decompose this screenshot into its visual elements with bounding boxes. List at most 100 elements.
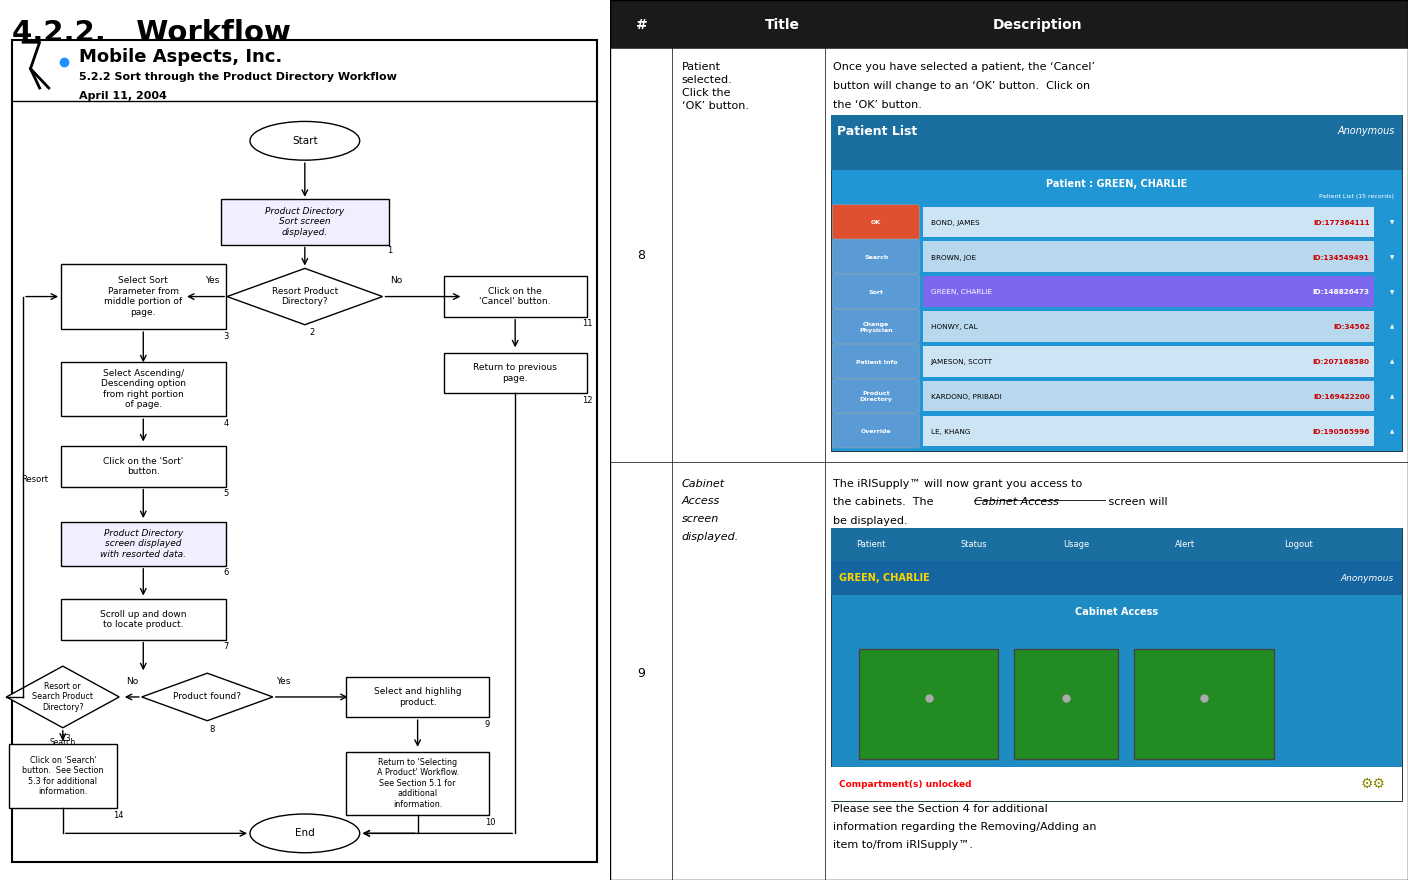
Text: 10: 10: [484, 818, 496, 827]
FancyBboxPatch shape: [831, 767, 1401, 801]
FancyBboxPatch shape: [346, 677, 489, 717]
Text: 13: 13: [59, 734, 70, 743]
Text: Please see the Section 4 for additional: Please see the Section 4 for additional: [834, 804, 1048, 814]
Text: JAMESON, SCOTT: JAMESON, SCOTT: [931, 359, 993, 365]
Text: Product found?: Product found?: [173, 693, 241, 701]
FancyBboxPatch shape: [444, 276, 587, 317]
Text: 5: 5: [224, 489, 230, 498]
Text: screen will: screen will: [1105, 497, 1169, 507]
Polygon shape: [142, 673, 273, 721]
Text: ID:190565996: ID:190565996: [1312, 429, 1370, 435]
Text: Select Ascending/
Descending option
from right portion
of page.: Select Ascending/ Descending option from…: [101, 369, 186, 409]
FancyBboxPatch shape: [13, 40, 597, 862]
Text: information regarding the Removing/Adding an: information regarding the Removing/Addin…: [834, 822, 1097, 832]
Text: No: No: [127, 678, 138, 686]
Text: The iRISupply™ will now grant you access to: The iRISupply™ will now grant you access…: [834, 479, 1083, 488]
Text: 9: 9: [484, 720, 490, 729]
Text: Search: Search: [49, 738, 76, 747]
Text: ID:148826473: ID:148826473: [1312, 290, 1370, 296]
Text: ▲: ▲: [1390, 360, 1394, 364]
FancyBboxPatch shape: [922, 415, 1374, 446]
Text: Search: Search: [865, 255, 888, 260]
Text: Compartment(s) unlocked: Compartment(s) unlocked: [839, 780, 972, 788]
Text: 7: 7: [224, 642, 230, 651]
Text: Access: Access: [681, 496, 719, 506]
FancyBboxPatch shape: [831, 115, 1401, 451]
Text: Change
Physician: Change Physician: [859, 322, 893, 333]
Text: Return to 'Selecting
A Product' Workflow.
See Section 5.1 for
additional
informa: Return to 'Selecting A Product' Workflow…: [376, 758, 459, 809]
Text: Status: Status: [960, 540, 987, 549]
Text: Select Sort
Parameter from
middle portion of
page.: Select Sort Parameter from middle portio…: [104, 276, 182, 317]
Text: ID:169422200: ID:169422200: [1312, 394, 1370, 400]
FancyBboxPatch shape: [859, 649, 998, 759]
Ellipse shape: [251, 121, 359, 160]
Text: 4: 4: [224, 419, 230, 428]
Text: ID:134549491: ID:134549491: [1312, 254, 1370, 260]
Text: KARDONO, PRIBADI: KARDONO, PRIBADI: [931, 394, 1001, 400]
FancyBboxPatch shape: [832, 309, 919, 343]
Text: 3: 3: [224, 332, 230, 341]
Text: Select and highlihg
product.: Select and highlihg product.: [373, 687, 462, 707]
FancyBboxPatch shape: [1014, 649, 1118, 759]
Text: be displayed.: be displayed.: [834, 516, 908, 525]
FancyBboxPatch shape: [832, 275, 919, 309]
Text: 4.2.2.   Workflow: 4.2.2. Workflow: [13, 19, 291, 48]
Text: Yes: Yes: [276, 678, 290, 686]
Text: ID:207168580: ID:207168580: [1312, 359, 1370, 365]
Text: Sort: Sort: [869, 290, 884, 295]
Text: Patient: Patient: [856, 540, 886, 549]
Text: Resort Product
Directory?: Resort Product Directory?: [272, 287, 338, 306]
FancyBboxPatch shape: [831, 528, 1401, 801]
Text: GREEN, CHARLIE: GREEN, CHARLIE: [931, 290, 991, 296]
Text: Override: Override: [862, 429, 891, 434]
Text: 12: 12: [583, 396, 593, 405]
FancyBboxPatch shape: [922, 276, 1374, 307]
FancyBboxPatch shape: [922, 381, 1374, 411]
Text: Anonymous: Anonymous: [1340, 574, 1394, 583]
FancyBboxPatch shape: [444, 353, 587, 393]
Text: Resort or
Search Product
Directory?: Resort or Search Product Directory?: [32, 682, 93, 712]
Text: item to/from iRISupply™.: item to/from iRISupply™.: [834, 840, 973, 849]
Text: BROWN, JOE: BROWN, JOE: [931, 254, 976, 260]
FancyBboxPatch shape: [221, 199, 389, 245]
Text: BOND, JAMES: BOND, JAMES: [931, 220, 979, 226]
Text: GREEN, CHARLIE: GREEN, CHARLIE: [839, 573, 929, 583]
Text: Patient List: Patient List: [838, 125, 918, 137]
Text: ▲: ▲: [1390, 429, 1394, 434]
Text: Click on 'Search'
button.  See Section
5.3 for additional
information.: Click on 'Search' button. See Section 5.…: [23, 756, 104, 796]
Text: Cabinet Access: Cabinet Access: [974, 497, 1059, 507]
Text: 14: 14: [113, 811, 124, 820]
FancyBboxPatch shape: [61, 446, 225, 487]
Text: Cabinet: Cabinet: [681, 479, 725, 488]
FancyBboxPatch shape: [832, 205, 919, 239]
Text: screen: screen: [681, 514, 718, 524]
Text: Alert: Alert: [1174, 540, 1195, 549]
FancyBboxPatch shape: [610, 0, 1408, 48]
Text: ID:177364111: ID:177364111: [1314, 220, 1370, 226]
Text: 2: 2: [310, 328, 315, 337]
Polygon shape: [7, 666, 120, 728]
Text: Mobile Aspects, Inc.: Mobile Aspects, Inc.: [79, 48, 283, 66]
Text: displayed.: displayed.: [681, 532, 739, 541]
FancyBboxPatch shape: [832, 414, 919, 448]
Text: ID:34562: ID:34562: [1333, 324, 1370, 330]
FancyBboxPatch shape: [346, 752, 489, 815]
Text: #: #: [636, 18, 648, 32]
Text: Patient Info: Patient Info: [856, 360, 897, 364]
Text: ▼: ▼: [1390, 255, 1394, 260]
Text: OK: OK: [872, 220, 881, 225]
Text: ▲: ▲: [1390, 325, 1394, 330]
FancyBboxPatch shape: [61, 522, 225, 566]
FancyBboxPatch shape: [61, 362, 225, 416]
FancyBboxPatch shape: [922, 207, 1374, 238]
FancyBboxPatch shape: [8, 744, 117, 808]
Text: ⚙⚙: ⚙⚙: [1360, 777, 1385, 791]
FancyBboxPatch shape: [832, 239, 919, 274]
Text: 6: 6: [224, 568, 230, 577]
Text: Resort: Resort: [21, 475, 48, 484]
Text: Anonymous: Anonymous: [1338, 126, 1395, 136]
Text: Product Directory
Sort screen
displayed.: Product Directory Sort screen displayed.: [265, 207, 345, 237]
Text: Once you have selected a patient, the ‘Cancel’: Once you have selected a patient, the ‘C…: [834, 62, 1095, 71]
Text: Description: Description: [993, 18, 1083, 32]
Text: Cabinet Access: Cabinet Access: [1074, 607, 1157, 617]
